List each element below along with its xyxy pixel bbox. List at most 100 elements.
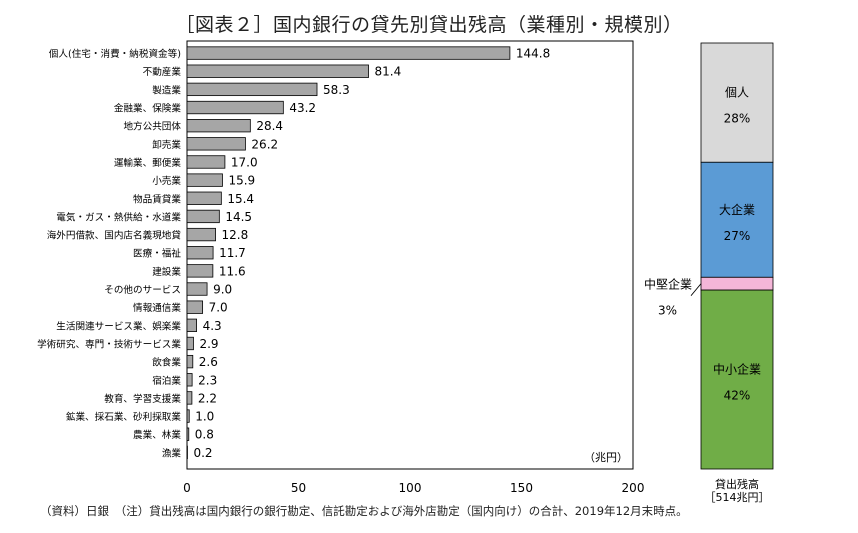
bar [186, 391, 193, 405]
bar [186, 155, 226, 169]
category-label: 飲食業 [152, 357, 181, 369]
value-label-group: 144.8 81.4 58.3 43.2 28.4 26.2 17.0 15.9 15.4 14.… [193, 47, 550, 460]
stacked-bar-chart: 個人 28% 大企業 27% 中堅企業 3% 中小企業 42% 貸出残高 ［514兆円］ [644, 42, 774, 504]
category-label: 学術研究、専門・技術サービス業 [37, 338, 181, 350]
bar [186, 409, 190, 423]
value-label: 81.4 [375, 65, 402, 79]
unit-label: （兆円） [584, 451, 628, 464]
category-label: 金融業、保険業 [114, 103, 182, 115]
category-label: 不動産業 [143, 66, 182, 78]
category-label: 教育、学習支援業 [104, 393, 181, 405]
value-label: 2.6 [199, 355, 218, 369]
stack-segment-percent: 3% [658, 304, 677, 318]
category-label: 地方公共団体 [123, 121, 181, 133]
value-label: 58.3 [323, 83, 350, 97]
horizontal-bar-chart: 個人(住宅・消費・納税資金等) 不動産業製造業金融業、保険業地方公共団体卸売業運輸… [37, 40, 644, 495]
bar [186, 373, 193, 387]
bar [186, 119, 251, 133]
stacked-label-group: 個人 28% 大企業 27% 中堅企業 3% 中小企業 42% [644, 86, 761, 403]
stack-total-label: ［514兆円］ [705, 491, 770, 504]
category-label: 小売業 [152, 175, 181, 187]
bar [186, 300, 204, 314]
category-label: 製造業 [152, 84, 181, 96]
value-label: 0.8 [195, 428, 214, 442]
value-label: 0.2 [193, 446, 212, 460]
value-label: 28.4 [256, 119, 283, 133]
x-tick-label: 0 [183, 481, 191, 495]
category-label: 海外円借款、国内店名義現地貸 [47, 230, 182, 242]
stack-segment-percent: 42% [724, 389, 751, 403]
stack-segment-percent: 27% [724, 229, 751, 243]
stack-segment-name: 個人 [725, 86, 749, 100]
category-label: 電気・ガス・熱供給・水道業 [56, 211, 181, 223]
bar-group [186, 46, 511, 460]
value-label: 15.4 [227, 192, 254, 206]
value-label: 11.6 [219, 264, 246, 278]
value-label: 2.9 [199, 337, 218, 351]
category-label: 医療・福祉 [133, 248, 181, 260]
bar [186, 82, 318, 97]
category-label: 漁業 [162, 447, 182, 459]
value-label: 26.2 [251, 137, 278, 151]
category-label: 農業、林業 [133, 429, 181, 441]
footnote: （資料）日銀 （注）貸出残高は国内銀行の銀行勘定、信託勘定および海外店勘定（国内… [40, 504, 688, 518]
bar [186, 318, 197, 332]
value-label: 11.7 [219, 246, 246, 260]
bar [186, 246, 214, 260]
category-label: 個人(住宅・消費・納税資金等) [49, 48, 181, 60]
category-label: その他のサービス [104, 284, 181, 296]
value-label: 43.2 [289, 101, 316, 115]
stack-segment [700, 42, 774, 163]
category-label: 運輸業、郵便業 [114, 157, 182, 169]
bar [186, 264, 214, 278]
category-label: 生活関連サービス業、娯楽業 [56, 320, 181, 332]
value-label: 15.9 [228, 174, 255, 188]
category-label: 情報通信業 [133, 302, 181, 314]
value-label: 2.2 [198, 391, 217, 405]
bar [186, 282, 208, 296]
stack-segment-name: 大企業 [719, 202, 755, 217]
value-label: 2.3 [198, 373, 217, 387]
x-tick-label: 100 [399, 481, 422, 495]
value-label: 1.0 [195, 410, 214, 424]
category-label: 鉱業、採石業、砂利採取業 [66, 411, 182, 423]
category-label: 卸売業 [152, 139, 181, 151]
x-tick-label: 200 [622, 481, 645, 495]
value-label: 7.0 [209, 301, 228, 315]
category-label-group: 個人(住宅・消費・納税資金等) 不動産業製造業金融業、保険業地方公共団体卸売業運輸… [37, 48, 181, 459]
category-label: 物品賃貸業 [133, 193, 181, 205]
stack-leader-line [690, 283, 702, 296]
x-tick-label-group: 0 50 100 150 200 [183, 481, 644, 495]
value-label: 17.0 [231, 155, 258, 169]
bar [186, 46, 511, 60]
chart-title: ［図表２］国内銀行の貸先別貸出残高（業種別・規模別） [175, 14, 683, 36]
bar [186, 209, 220, 224]
value-label: 9.0 [213, 283, 232, 297]
value-label: 14.5 [225, 210, 252, 224]
stack-segment-name: 中堅企業 [644, 277, 692, 292]
stacked-segment-group [700, 42, 774, 470]
stack-segment-name: 中小企業 [713, 362, 761, 377]
value-label: 12.8 [222, 228, 249, 242]
value-label: 4.3 [203, 319, 222, 333]
stack-category-label: 貸出残高 [715, 477, 759, 491]
category-label: 建設業 [152, 266, 181, 278]
bar [186, 100, 284, 115]
bar [186, 354, 194, 369]
value-label: 144.8 [516, 47, 550, 61]
x-tick-label: 150 [510, 481, 533, 495]
bar [186, 64, 369, 78]
bar [186, 336, 194, 351]
bar [186, 427, 190, 441]
bar [186, 137, 246, 151]
stack-segment-percent: 28% [724, 112, 751, 126]
bar [186, 227, 216, 242]
stack-segment [700, 161, 774, 278]
x-tick-label: 50 [291, 481, 306, 495]
category-label: 宿泊業 [152, 375, 181, 387]
stack-segment [700, 276, 774, 291]
bar [186, 191, 222, 205]
bar [186, 173, 223, 187]
stack-segment [700, 289, 774, 470]
